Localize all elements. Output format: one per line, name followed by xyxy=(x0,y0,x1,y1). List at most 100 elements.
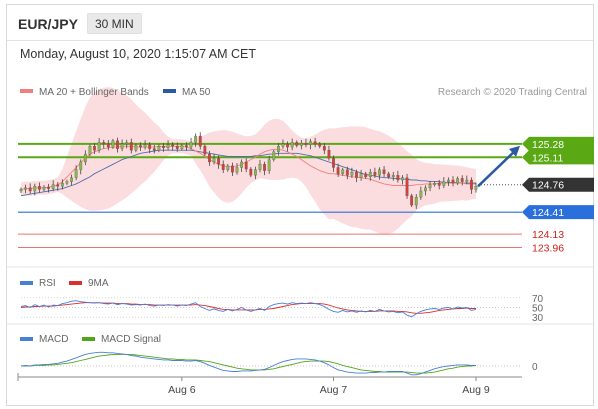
candle-body xyxy=(240,161,244,168)
candle-body xyxy=(470,179,473,190)
candle xyxy=(309,138,312,150)
candle-body xyxy=(74,169,78,178)
candle-body xyxy=(83,153,87,163)
candle-body xyxy=(203,146,207,155)
candle-body xyxy=(263,164,266,171)
macd-signal-line xyxy=(21,353,477,374)
candle xyxy=(465,175,469,185)
candle-body xyxy=(281,143,285,147)
candle-body xyxy=(194,135,198,143)
candle-body xyxy=(456,178,460,184)
candle-body xyxy=(134,145,138,151)
candle-body xyxy=(162,146,165,149)
candle xyxy=(198,132,202,150)
x-tick-label: Aug 7 xyxy=(320,384,348,396)
resistance-label-125.28: 125.28 xyxy=(532,139,564,151)
legend-label-rsi: RSI xyxy=(39,278,56,289)
candle-body xyxy=(272,151,276,160)
candle xyxy=(295,140,299,148)
candle-body xyxy=(318,143,322,147)
candle xyxy=(286,141,289,152)
candle xyxy=(120,139,124,152)
candle xyxy=(272,149,276,162)
macd-panel: 0 xyxy=(20,351,538,376)
legend-label-macd-signal: MACD Signal xyxy=(101,334,161,345)
candle-body xyxy=(180,145,184,149)
candle xyxy=(276,143,280,156)
legend-label-ma20: MA 20 + Bollinger Bands xyxy=(39,87,149,98)
candle xyxy=(125,139,129,149)
candle xyxy=(387,171,391,179)
candle xyxy=(88,144,92,157)
legend-swatch-9ma xyxy=(69,281,82,285)
candle xyxy=(433,181,437,187)
candle-body xyxy=(309,141,312,145)
candle xyxy=(143,140,147,150)
candle-body xyxy=(474,186,478,190)
currency-pair-title: EUR/JPY xyxy=(18,16,78,32)
candle-body xyxy=(276,146,280,152)
candle-body xyxy=(414,197,418,206)
candle-body xyxy=(465,179,469,182)
candle xyxy=(51,180,55,192)
candle-body xyxy=(410,195,414,206)
macd-line xyxy=(20,351,476,376)
candle-body xyxy=(451,179,455,184)
candle-body xyxy=(345,169,349,176)
candle-body xyxy=(24,187,27,190)
x-tick-label: Aug 6 xyxy=(168,384,196,396)
candle xyxy=(139,142,142,151)
candle xyxy=(194,133,198,147)
candle-body xyxy=(267,159,271,171)
level-tag-shape xyxy=(522,205,594,220)
candle xyxy=(424,185,427,196)
candle-body xyxy=(56,184,60,187)
legend-swatch-rsi xyxy=(20,281,33,285)
candle-body xyxy=(28,187,32,192)
candle xyxy=(79,159,83,175)
candle xyxy=(148,142,152,154)
candle xyxy=(382,165,386,177)
candle xyxy=(166,140,170,151)
ma50-line xyxy=(20,149,476,197)
candle xyxy=(244,158,248,173)
price-levels: 125.28125.11124.76124.41124.13123.96125.… xyxy=(18,136,594,254)
candle-body xyxy=(460,178,464,182)
candle-body xyxy=(88,146,92,155)
candle xyxy=(60,179,64,190)
candle-body xyxy=(171,144,175,147)
candle xyxy=(111,138,115,150)
candle xyxy=(116,137,119,153)
candle xyxy=(281,139,285,149)
candle-body xyxy=(313,141,317,145)
candle xyxy=(217,155,221,169)
timeframe-badge[interactable]: 30 MIN xyxy=(87,13,142,34)
candle xyxy=(419,186,423,200)
candle-body xyxy=(231,165,234,173)
candle-body xyxy=(424,187,427,192)
level-tag-124.41: 124.41 xyxy=(522,205,594,220)
candle-body xyxy=(350,172,354,176)
candle xyxy=(97,137,101,153)
candle-body xyxy=(185,145,188,148)
candle-body xyxy=(290,142,294,148)
price-series xyxy=(20,145,476,197)
level-tag-124.76: 124.76 xyxy=(522,177,594,192)
x-tick-label: Aug 9 xyxy=(462,384,490,396)
legend-swatch-ma20 xyxy=(20,89,33,93)
chart-datetime: Monday, August 10, 2020 1:15:07 AM CET xyxy=(20,47,257,61)
candle xyxy=(157,144,161,153)
candle-body xyxy=(378,169,381,176)
candle-body xyxy=(106,143,110,148)
candle xyxy=(304,138,308,148)
candle-body xyxy=(70,177,73,182)
candle xyxy=(313,137,317,148)
candle xyxy=(47,183,50,193)
candle xyxy=(28,183,32,194)
candle-body xyxy=(401,177,404,181)
candle xyxy=(83,150,87,166)
candle xyxy=(175,142,179,152)
candle xyxy=(74,165,78,181)
candle xyxy=(249,167,253,178)
